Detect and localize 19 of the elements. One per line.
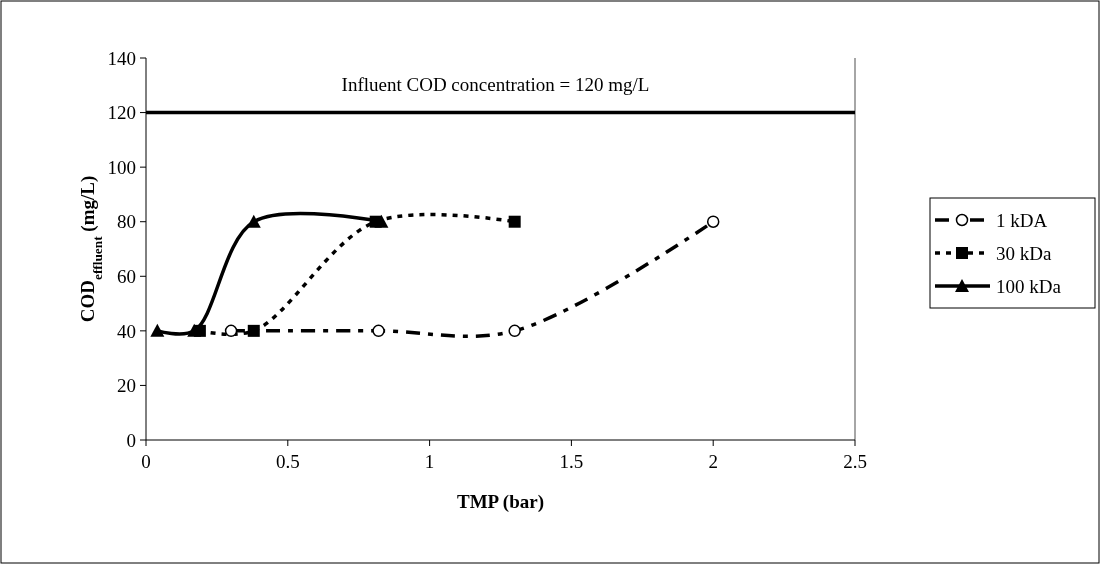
y-tick-label: 0 <box>126 429 136 451</box>
ref-line-label: Influent COD concentration = 120 mg/L <box>341 73 650 95</box>
y-tick-label: 80 <box>117 211 136 233</box>
x-axis-title: TMP (bar) <box>456 491 545 513</box>
x-tick-label: 1 <box>424 451 435 472</box>
y-tick-label: 40 <box>117 320 136 342</box>
y-tick-label: 140 <box>107 47 136 69</box>
legend-label: 1 kDA <box>996 209 1048 231</box>
x-tick-label: 1.5 <box>559 451 584 472</box>
y-tick-label: 20 <box>117 375 136 397</box>
x-tick-label: 0.5 <box>275 451 300 472</box>
x-tick-label: 2 <box>708 451 718 472</box>
y-tick-label: 100 <box>107 156 136 178</box>
legend-label: 100 kDa <box>996 275 1062 297</box>
x-tick-label: 0 <box>141 451 151 472</box>
y-tick-label: 60 <box>117 265 136 287</box>
y-tick-label: 120 <box>107 102 136 124</box>
x-tick-label: 2.5 <box>843 451 867 472</box>
legend-label: 30 kDa <box>996 242 1052 264</box>
